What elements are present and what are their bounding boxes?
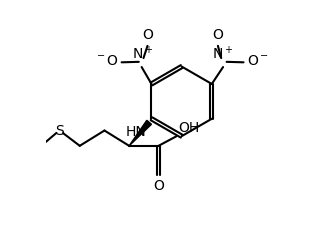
Text: $^-$O: $^-$O xyxy=(93,54,118,68)
Text: O: O xyxy=(153,179,164,193)
Text: O: O xyxy=(212,28,223,42)
Text: HN: HN xyxy=(126,125,147,139)
Text: O: O xyxy=(143,28,154,42)
Text: S: S xyxy=(55,124,64,138)
Text: OH: OH xyxy=(178,120,199,134)
Text: N$^+$: N$^+$ xyxy=(212,45,233,63)
Polygon shape xyxy=(129,120,152,146)
Text: N$^+$: N$^+$ xyxy=(132,45,154,63)
Text: O$^-$: O$^-$ xyxy=(247,54,269,68)
